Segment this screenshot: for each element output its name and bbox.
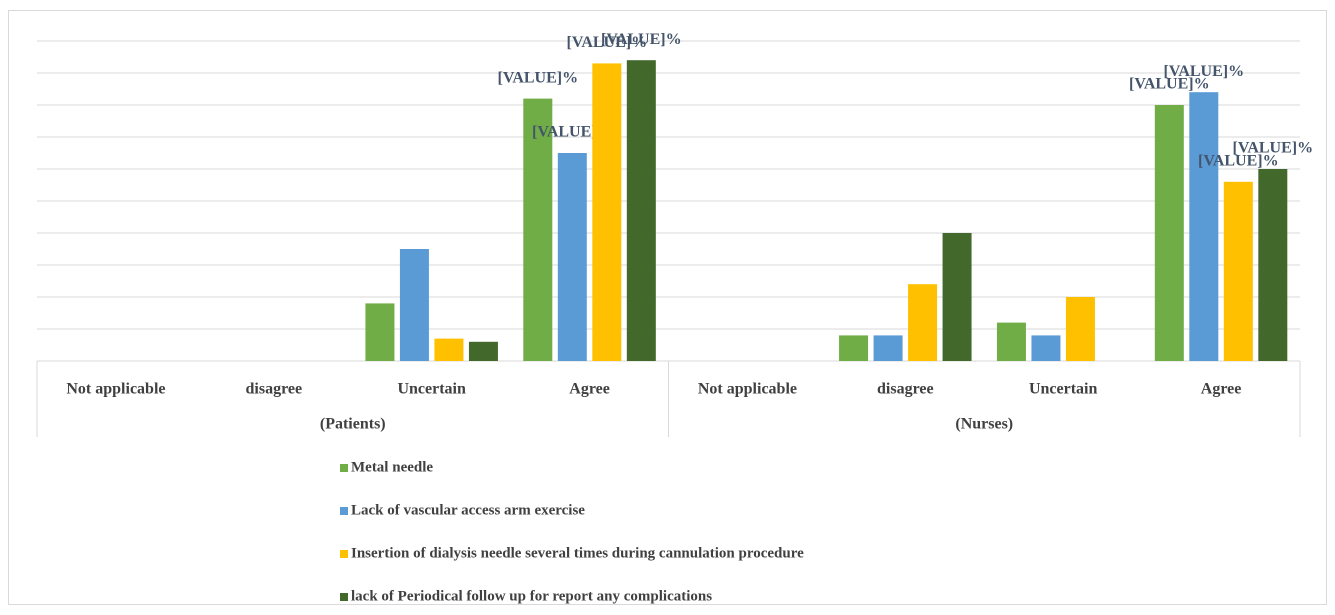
bar [1258, 169, 1288, 361]
data-label: [VALUE]% [1129, 76, 1210, 93]
bar [996, 322, 1026, 361]
legend-label: Lack of vascular access arm exercise [351, 502, 585, 518]
bar [1189, 92, 1219, 361]
data-label: [VALUE]% [601, 31, 682, 48]
x-tick-label: Not applicable [66, 381, 165, 398]
legend-label: lack of Periodical follow up for report … [351, 588, 712, 604]
x-tick-label: Uncertain [397, 381, 466, 398]
group-label: (Nurses) [955, 416, 1013, 433]
x-tick-label: disagree [246, 381, 303, 398]
bar [468, 341, 498, 361]
bar [873, 335, 903, 361]
x-tick-label: disagree [877, 381, 934, 398]
legend-label: Metal needle [351, 459, 433, 475]
x-tick-label: Agree [569, 381, 610, 398]
data-label: [VALUE]% [498, 69, 579, 86]
data-label: [VALUE]% [567, 34, 648, 51]
bar [942, 233, 972, 361]
chart-border [8, 10, 1327, 605]
group-label: (Patients) [320, 416, 386, 433]
bar [557, 153, 587, 361]
legend-swatch [340, 550, 348, 558]
bar [1154, 105, 1184, 361]
bar [592, 63, 622, 362]
x-tick-label: Uncertain [1029, 381, 1098, 398]
data-label: [VALUE]% [1164, 63, 1245, 80]
legend-swatch [340, 593, 348, 601]
bar [434, 338, 464, 361]
x-tick-label: Agree [1201, 381, 1242, 398]
data-label: [VALUE]% [1233, 140, 1314, 157]
bar [839, 335, 869, 361]
legend-label: Insertion of dialysis needle several tim… [351, 545, 804, 561]
bar [365, 303, 395, 361]
legend-swatch [340, 507, 348, 515]
bar [1065, 297, 1095, 361]
x-tick-label: Not applicable [698, 381, 797, 398]
data-label: [VALUE]% [1198, 152, 1279, 169]
bar [626, 60, 656, 361]
bar [1031, 335, 1061, 361]
bar [1223, 181, 1253, 361]
bar [908, 284, 938, 361]
bar [523, 98, 553, 361]
legend-swatch [340, 464, 348, 472]
bar [399, 249, 429, 361]
